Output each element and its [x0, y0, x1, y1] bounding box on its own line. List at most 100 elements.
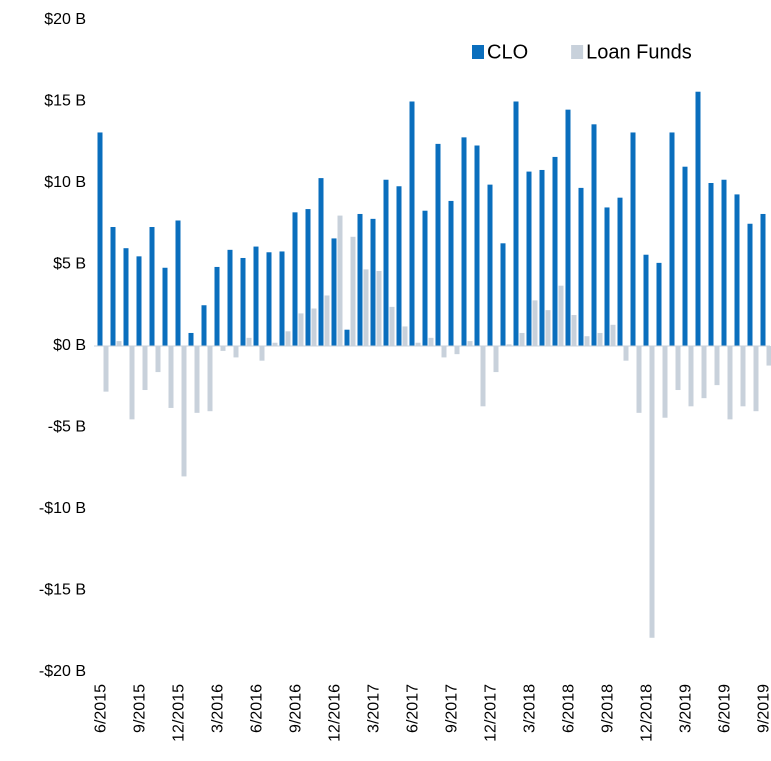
bar [610, 324, 616, 346]
bar [129, 346, 135, 420]
y-tick-label: $5 B [53, 256, 86, 273]
bar [272, 342, 278, 346]
bar [643, 254, 649, 346]
y-tick-label: $20 B [44, 11, 86, 28]
x-tick-label: 6/2019 [717, 684, 734, 733]
bar [207, 346, 213, 412]
bar [337, 215, 343, 346]
bar [617, 197, 623, 346]
bar [604, 207, 610, 346]
x-tick-label: 9/2017 [444, 684, 461, 733]
bar [487, 184, 493, 346]
legend-label: Loan Funds [586, 41, 692, 63]
bar [669, 132, 675, 346]
bar [246, 337, 252, 346]
bar [441, 346, 447, 358]
bar [363, 269, 369, 346]
bar [688, 346, 694, 407]
x-tick-label: 3/2018 [522, 684, 539, 733]
bar [747, 223, 753, 346]
bar [727, 346, 733, 420]
bar [708, 183, 714, 346]
bar [285, 331, 291, 346]
bar [318, 178, 324, 346]
bar [636, 346, 642, 413]
bar [305, 209, 311, 346]
legend-label: CLO [487, 41, 528, 63]
bar [558, 285, 564, 346]
bar [350, 236, 356, 346]
bar [753, 346, 759, 412]
bar [539, 169, 545, 346]
bar [110, 227, 116, 346]
bar [656, 262, 662, 346]
bar [740, 346, 746, 407]
bar [649, 346, 655, 638]
bar [149, 227, 155, 346]
bar [181, 346, 187, 477]
bar [448, 200, 454, 346]
bar [519, 332, 525, 346]
legend-swatch [571, 45, 584, 59]
bar [597, 332, 603, 346]
bar [389, 306, 395, 346]
bar [526, 171, 532, 346]
bar [454, 346, 460, 355]
bar [214, 266, 220, 346]
bar [513, 101, 519, 346]
x-tick-label: 12/2018 [639, 684, 656, 742]
bar [467, 341, 473, 346]
bar [493, 346, 499, 373]
y-tick-label: $10 B [44, 174, 86, 191]
x-tick-label: 12/2016 [327, 684, 344, 742]
bar [162, 267, 168, 346]
bar [142, 346, 148, 391]
x-tick-label: 9/2019 [756, 684, 771, 733]
x-tick-label: 6/2016 [249, 684, 266, 733]
y-tick-label: -$20 B [39, 663, 86, 680]
bar [344, 329, 350, 346]
x-tick-label: 3/2019 [678, 684, 695, 733]
bar [324, 295, 330, 346]
bar [552, 156, 558, 346]
x-tick-label: 3/2017 [366, 684, 383, 733]
bar [168, 346, 174, 408]
bar [175, 220, 181, 346]
bar [545, 310, 551, 346]
x-tick-label: 9/2016 [288, 684, 305, 733]
bar [357, 213, 363, 346]
bar [630, 132, 636, 346]
bar [721, 179, 727, 346]
bar [194, 346, 200, 413]
bar [480, 346, 486, 407]
y-tick-label: -$15 B [39, 582, 86, 599]
bar [409, 101, 415, 346]
bar [415, 342, 421, 346]
y-tick-label: $0 B [53, 337, 86, 354]
bar [701, 346, 707, 399]
bar [500, 243, 506, 346]
bar [155, 346, 161, 373]
bar [766, 346, 771, 366]
bar [506, 344, 512, 346]
bar [233, 346, 239, 358]
legend-swatch [472, 45, 484, 59]
bar [370, 218, 376, 346]
y-tick-label: -$10 B [39, 500, 86, 517]
bar [311, 308, 317, 346]
x-tick-label: 6/2015 [93, 684, 110, 733]
bar [240, 257, 246, 346]
y-tick-label: -$5 B [48, 419, 86, 436]
bar [292, 212, 298, 346]
bar [584, 336, 590, 346]
bar [331, 238, 337, 346]
bar [201, 305, 207, 346]
bar [253, 246, 259, 346]
x-tick-label: 3/2016 [210, 684, 227, 733]
bar [474, 145, 480, 346]
bar [623, 346, 629, 361]
x-tick-label: 9/2015 [132, 684, 149, 733]
bar [227, 249, 233, 346]
bar [675, 346, 681, 391]
